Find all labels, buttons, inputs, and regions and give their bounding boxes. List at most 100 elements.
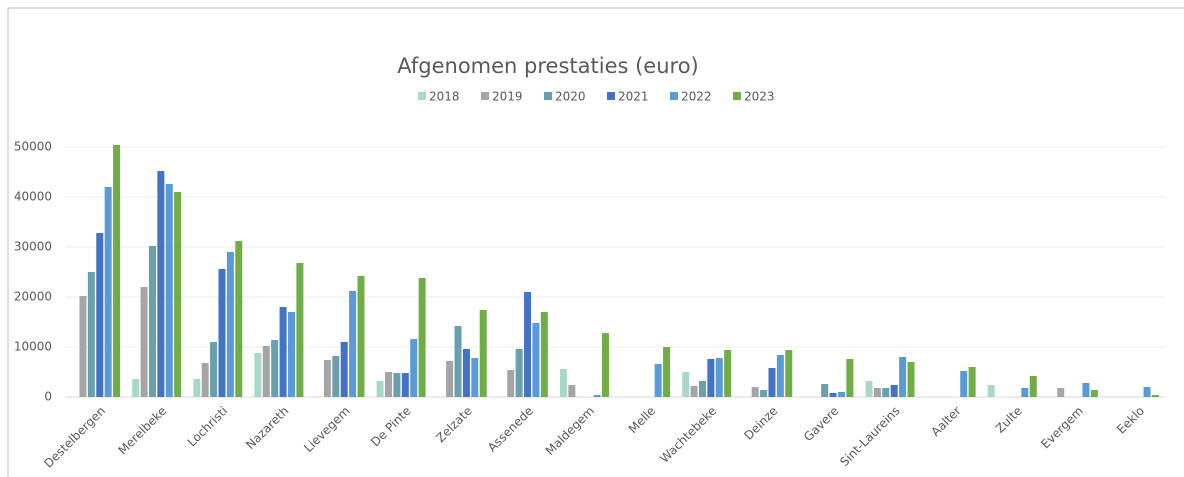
bar [821, 384, 829, 397]
bar [601, 333, 609, 397]
bar [968, 367, 976, 397]
legend-swatch [607, 92, 615, 100]
bar [524, 292, 532, 397]
bar [724, 350, 732, 397]
bar [193, 379, 201, 397]
bar [987, 385, 995, 397]
legend-label: 2021 [618, 90, 649, 104]
bar [960, 371, 968, 397]
bar [287, 312, 295, 397]
legend-swatch [481, 92, 489, 100]
bar [593, 395, 601, 397]
bar [698, 381, 706, 397]
bar [148, 246, 156, 397]
legend-swatch [733, 92, 741, 100]
bar [323, 360, 331, 397]
bar [715, 358, 723, 397]
bar [479, 310, 487, 397]
bar [751, 387, 759, 397]
bar [682, 372, 690, 397]
y-tick-label: 10000 [14, 340, 52, 354]
bar [1082, 383, 1090, 397]
legend-swatch [418, 92, 426, 100]
bar [376, 381, 384, 397]
bar [87, 272, 95, 397]
bar [218, 269, 226, 397]
bar [663, 347, 671, 397]
bar [271, 340, 279, 397]
y-tick-label: 40000 [14, 190, 52, 204]
bar [1057, 388, 1065, 397]
frame [7, 7, 1184, 477]
bar [226, 252, 234, 397]
bar [165, 184, 173, 397]
bar [1021, 388, 1029, 397]
bar [140, 287, 148, 397]
bar [907, 362, 915, 397]
legend-swatch [670, 92, 678, 100]
y-tick-label: 0 [44, 390, 52, 404]
bar [507, 370, 515, 397]
legend-label: 2019 [492, 90, 523, 104]
bar [1029, 376, 1037, 397]
bar [515, 349, 523, 397]
bar [1151, 395, 1159, 397]
bar [865, 381, 873, 397]
bar [654, 364, 662, 397]
bar [418, 278, 426, 397]
bar [568, 385, 576, 397]
bar [210, 342, 218, 397]
bar [532, 323, 540, 397]
bar [837, 392, 845, 397]
bar [446, 361, 454, 397]
bar [235, 241, 243, 397]
bar [201, 363, 209, 397]
bar [332, 356, 340, 397]
bar [113, 145, 121, 397]
y-tick-label: 30000 [14, 240, 52, 254]
legend-label: 2023 [744, 90, 775, 104]
y-tick-label: 20000 [14, 290, 52, 304]
bar [559, 369, 567, 397]
bar [262, 346, 270, 397]
bar [462, 349, 470, 397]
bar [104, 187, 112, 397]
bar [410, 339, 418, 397]
bar [254, 353, 262, 397]
bar [785, 350, 793, 397]
bar [890, 385, 898, 397]
bar [471, 358, 479, 397]
bar [96, 233, 104, 397]
bar [829, 393, 837, 397]
legend-label: 2022 [681, 90, 712, 104]
bar [401, 373, 409, 397]
bar [899, 357, 907, 397]
bar [132, 379, 140, 397]
bar [349, 291, 357, 397]
bar [690, 386, 698, 397]
bar [1090, 390, 1098, 397]
bar [882, 388, 890, 397]
bar [776, 355, 784, 397]
legend-label: 2018 [429, 90, 460, 104]
y-tick-label: 50000 [14, 140, 52, 154]
bar [1143, 387, 1151, 397]
bar [157, 171, 165, 397]
bar [357, 276, 365, 397]
bar [768, 368, 776, 397]
bar [385, 372, 393, 397]
legend-swatch [544, 92, 552, 100]
bar [393, 373, 401, 397]
bar [760, 390, 768, 397]
bar [540, 312, 548, 397]
legend-label: 2020 [555, 90, 586, 104]
bar [873, 388, 881, 397]
bar [454, 326, 462, 397]
bar [707, 359, 715, 397]
bar [79, 296, 87, 397]
bar [846, 359, 854, 397]
bar [296, 263, 304, 397]
bar [174, 192, 182, 397]
bar [340, 342, 348, 397]
